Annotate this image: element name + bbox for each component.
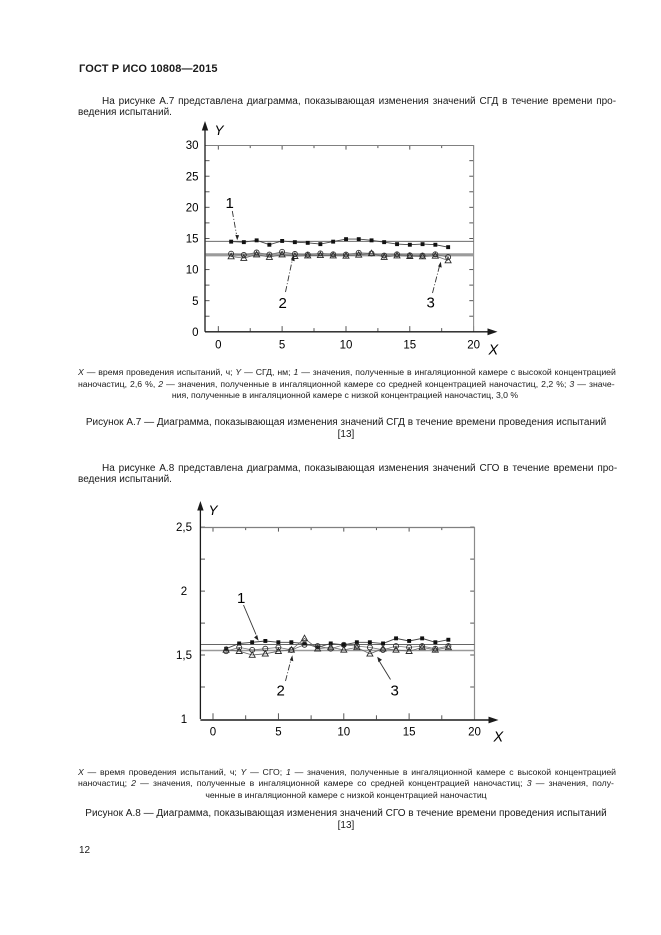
svg-text:1: 1 — [181, 714, 187, 726]
svg-text:X: X — [488, 342, 500, 358]
svg-text:2: 2 — [181, 586, 187, 598]
svg-text:X: X — [493, 730, 505, 746]
svg-text:5: 5 — [275, 727, 281, 739]
svg-text:10: 10 — [340, 340, 353, 352]
svg-text:25: 25 — [186, 171, 199, 183]
svg-text:3: 3 — [427, 295, 435, 312]
svg-text:5: 5 — [279, 340, 285, 352]
svg-text:Y: Y — [209, 503, 219, 518]
svg-text:2,5: 2,5 — [176, 522, 192, 534]
svg-text:15: 15 — [403, 727, 416, 739]
svg-text:15: 15 — [403, 340, 416, 352]
svg-text:2: 2 — [279, 295, 287, 312]
svg-text:5: 5 — [192, 296, 198, 308]
svg-text:10: 10 — [186, 265, 199, 277]
svg-text:0: 0 — [210, 727, 216, 739]
svg-text:15: 15 — [186, 234, 199, 246]
svg-text:1: 1 — [226, 195, 234, 212]
svg-text:Y: Y — [215, 123, 225, 138]
svg-text:20: 20 — [468, 727, 481, 739]
svg-text:3: 3 — [391, 683, 399, 700]
svg-text:30: 30 — [186, 140, 199, 152]
svg-text:1: 1 — [237, 590, 245, 607]
svg-text:20: 20 — [186, 202, 199, 214]
svg-text:0: 0 — [215, 340, 221, 352]
svg-text:10: 10 — [337, 727, 350, 739]
svg-text:1,5: 1,5 — [176, 650, 192, 662]
svg-text:20: 20 — [467, 340, 480, 352]
svg-text:2: 2 — [277, 683, 285, 700]
svg-text:0: 0 — [192, 327, 198, 339]
